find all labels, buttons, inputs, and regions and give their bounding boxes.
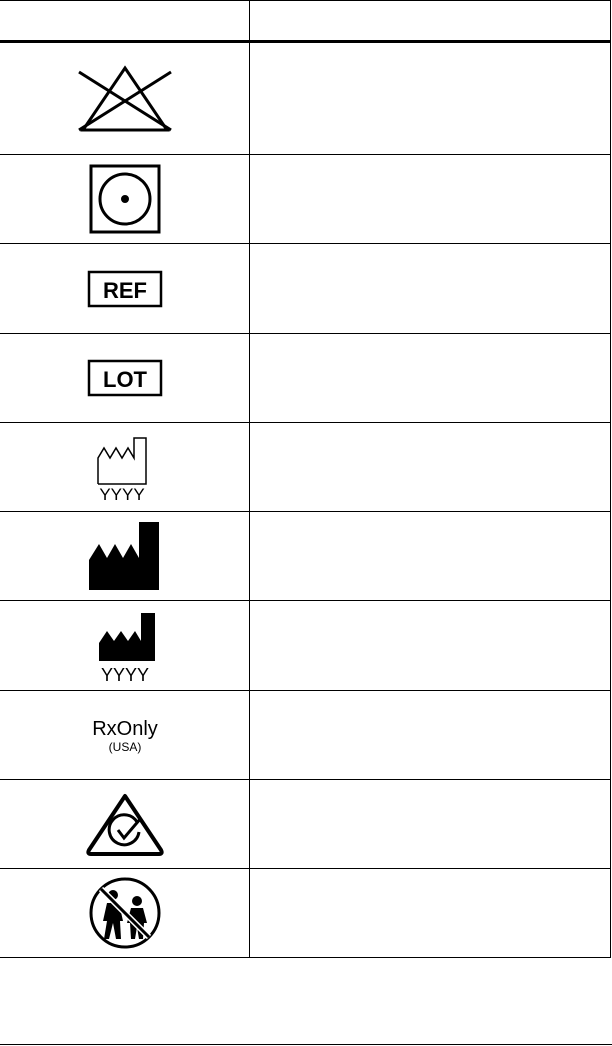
- symbols-table: REF LOT YYYY YYYY RxOnly (USA): [0, 0, 611, 958]
- svg-text:(USA): (USA): [108, 740, 141, 754]
- tumble-dry-icon: [89, 164, 160, 234]
- keep-away-from-children-icon: [89, 877, 160, 949]
- svg-text:YYYY: YYYY: [100, 665, 148, 683]
- table-row: YYYY: [0, 423, 610, 512]
- page-footer-rule: [0, 1044, 612, 1045]
- svg-text:RxOnly: RxOnly: [92, 718, 158, 740]
- manufacturer-icon: [88, 522, 159, 590]
- date-of-manufacture-icon: YYYY: [96, 437, 147, 502]
- table-row: LOT: [0, 334, 610, 423]
- svg-text:LOT: LOT: [103, 367, 148, 392]
- table-row: [0, 512, 610, 601]
- table-row: [0, 869, 610, 958]
- rcm-compliance-icon: [85, 794, 164, 856]
- rx-only-icon: RxOnly(USA): [92, 718, 158, 754]
- table-row: RxOnly (USA): [0, 691, 610, 780]
- table-row: REF: [0, 244, 610, 334]
- table-row: [0, 780, 610, 869]
- lot-batch-code-icon: LOT: [87, 359, 162, 397]
- manufacturer-date-icon: YYYY: [98, 612, 155, 683]
- svg-text:REF: REF: [103, 278, 147, 303]
- table-header: [0, 1, 610, 43]
- table-row: YYYY: [0, 601, 610, 691]
- header-symbol: [0, 1, 250, 40]
- svg-text:YYYY: YYYY: [99, 485, 144, 502]
- do-not-bleach-icon: [77, 64, 172, 131]
- ref-catalog-number-icon: REF: [87, 270, 162, 307]
- table-row: [0, 155, 610, 244]
- table-row: [0, 43, 610, 155]
- header-description: [250, 1, 610, 40]
